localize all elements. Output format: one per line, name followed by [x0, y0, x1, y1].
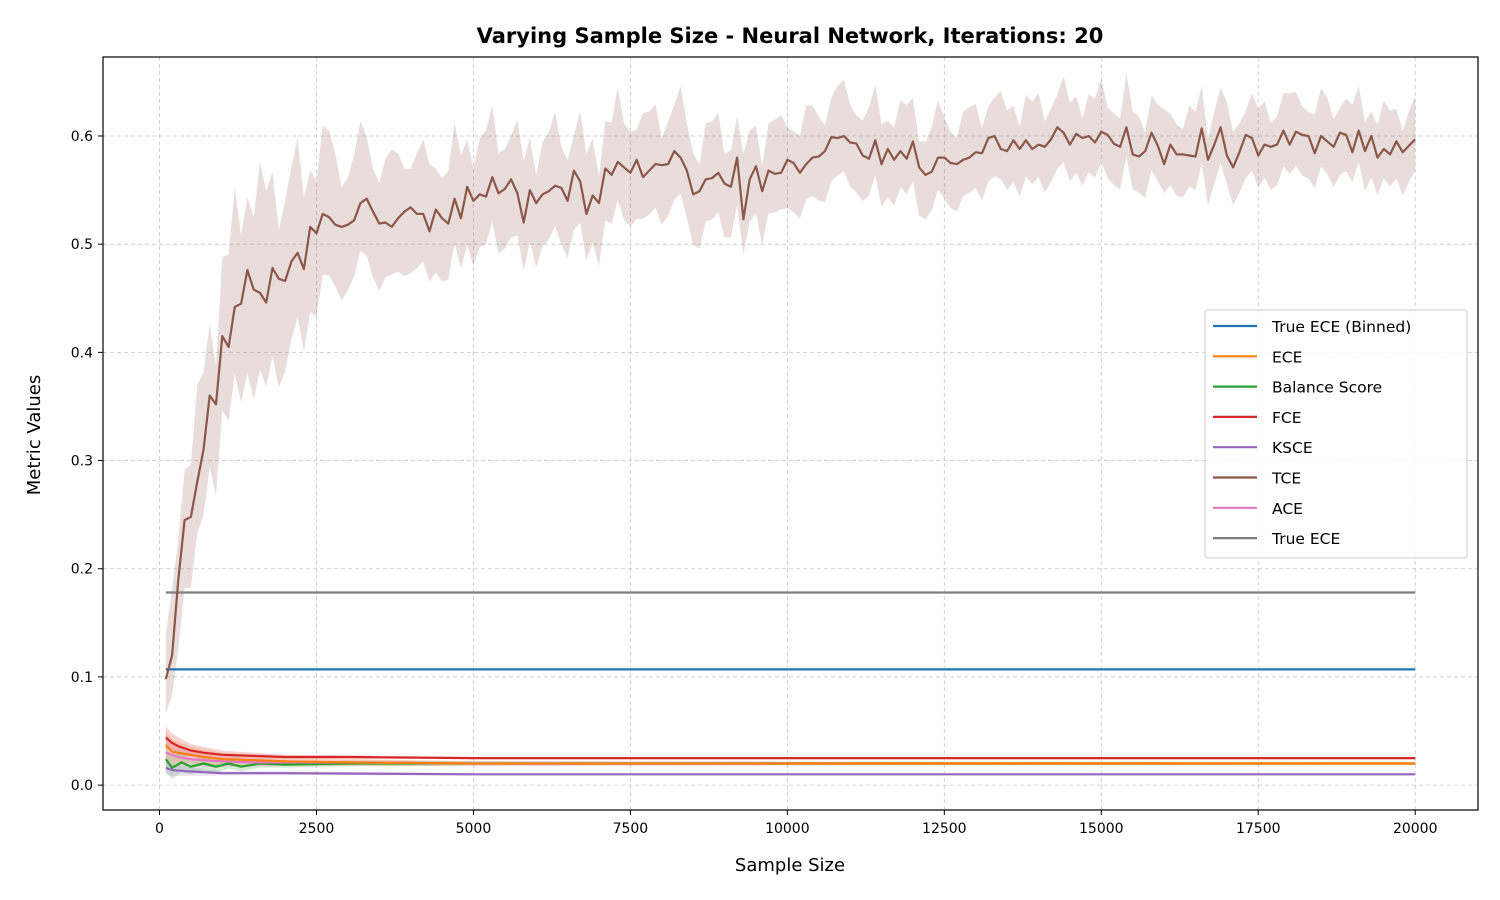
plot-frame	[102, 56, 1479, 811]
legend-label-ace: ACE	[1272, 500, 1303, 518]
axis-ticks: 0 2500 5000 7500 10000 12500 15000 17500 20000 0.…	[71, 129, 1438, 837]
legend: True ECE (Binned) ECE Balance Score FCE KSCE…	[1204, 309, 1468, 559]
y-tick-label: 0.3	[71, 454, 93, 470]
x-tick-label: 2500	[299, 821, 335, 837]
chart-title: Varying Sample Size - Neural Network, It…	[477, 24, 1104, 48]
band-tce	[165, 73, 1416, 714]
x-tick-label: 10000	[765, 821, 810, 837]
y-tick-label: 0.4	[71, 345, 93, 361]
legend-box	[1204, 309, 1468, 559]
line-tce	[164, 126, 1416, 680]
x-tick-label: 7500	[613, 821, 649, 837]
x-tick-label: 5000	[456, 821, 492, 837]
legend-label-true-ece: True ECE	[1271, 530, 1340, 548]
legend-label-ksce: KSCE	[1272, 439, 1313, 457]
x-axis-label: Sample Size	[735, 855, 845, 876]
x-tick-label: 12500	[922, 821, 967, 837]
x-tick-label: 0	[155, 821, 164, 837]
legend-label-true-ece-binned: True ECE (Binned)	[1271, 318, 1411, 336]
legend-label-balance-score: Balance Score	[1272, 379, 1382, 397]
x-tick-label: 17500	[1236, 821, 1281, 837]
y-tick-label: 0.5	[71, 237, 93, 253]
series-lines	[164, 126, 1416, 776]
line-ksce	[165, 766, 1416, 776]
legend-label-tce: TCE	[1271, 470, 1301, 488]
x-tick-label: 20000	[1393, 821, 1438, 837]
y-tick-label: 0.0	[71, 778, 93, 794]
y-tick-label: 0.1	[71, 670, 93, 686]
x-tick-label: 15000	[1079, 821, 1124, 837]
y-tick-label: 0.6	[71, 129, 93, 145]
y-tick-label: 0.2	[71, 562, 93, 578]
grid	[103, 57, 1478, 810]
legend-label-ece: ECE	[1272, 348, 1302, 366]
y-axis-label: Metric Values	[24, 375, 45, 496]
line-ece	[165, 744, 1416, 765]
legend-label-fce: FCE	[1272, 409, 1302, 427]
line-fce	[165, 736, 1416, 760]
